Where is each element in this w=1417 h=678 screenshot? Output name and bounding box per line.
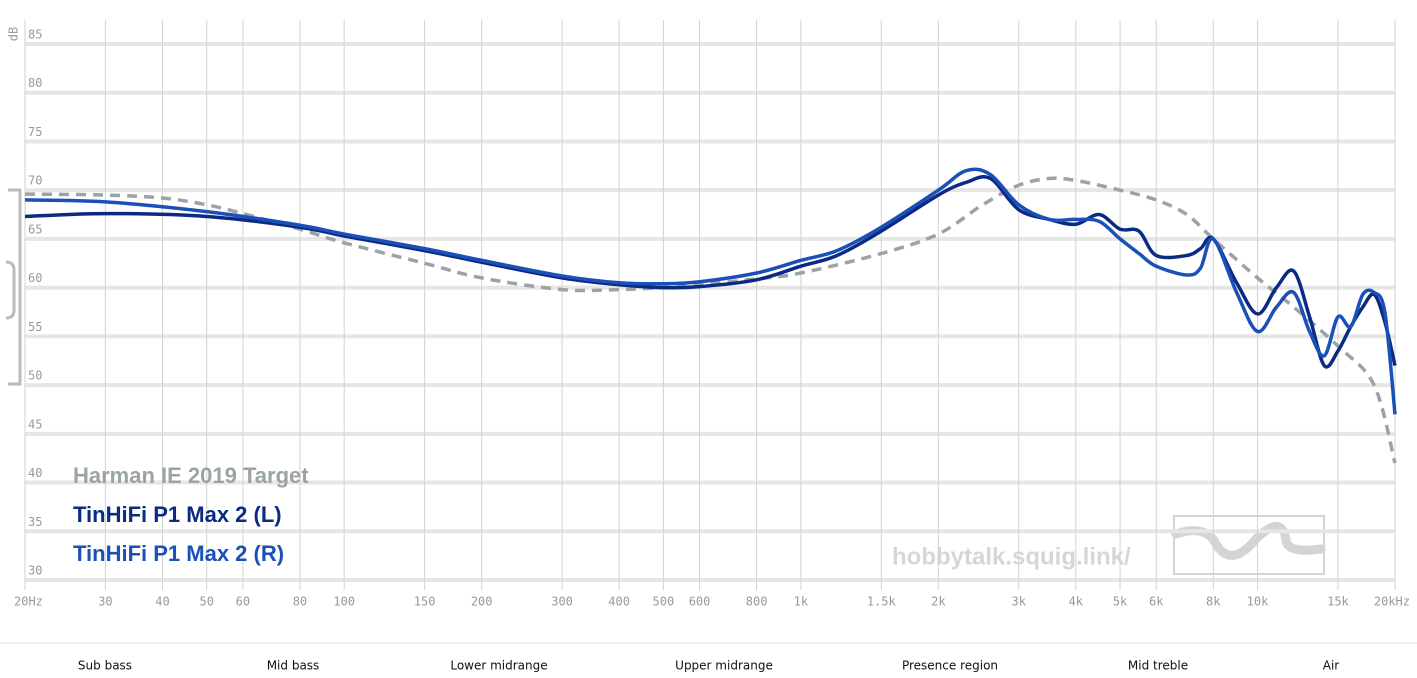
legend-entry: Harman IE 2019 Target: [73, 463, 309, 488]
x-tick-label: 100: [333, 595, 355, 609]
x-tick-label: 6k: [1149, 595, 1164, 609]
series-line: [24, 175, 1397, 369]
x-tick-label: 3k: [1012, 595, 1027, 609]
band-label: Lower midrange: [450, 659, 547, 673]
y-axis-label: dB: [7, 27, 21, 41]
band-label: Mid treble: [1128, 659, 1188, 673]
band-label: Air: [1323, 659, 1340, 673]
x-tick-label: 80: [293, 595, 307, 609]
x-tick-label: 1k: [794, 595, 809, 609]
logo: [1171, 515, 1326, 575]
x-tick-label: 150: [414, 595, 436, 609]
x-tick-label: 300: [551, 595, 573, 609]
x-tick-label: 1.5k: [867, 595, 897, 609]
y-tick-label: 55: [28, 320, 42, 334]
x-tick-label: 15k: [1327, 595, 1349, 609]
scroll-handle[interactable]: [5, 188, 22, 386]
band-label: Upper midrange: [675, 659, 773, 673]
x-tick-label: 600: [689, 595, 711, 609]
x-tick-label: 5k: [1113, 595, 1128, 609]
y-tick-label: 85: [28, 28, 42, 42]
series-line: [24, 176, 1397, 464]
band-label: Presence region: [902, 659, 998, 673]
x-tick-label: 20kHz: [1374, 595, 1410, 609]
y-tick-label: 50: [28, 369, 42, 383]
band-label: Mid bass: [267, 659, 320, 673]
y-tick-label: 65: [28, 222, 42, 236]
y-tick-label: 80: [28, 76, 42, 90]
y-tick-label: 70: [28, 174, 42, 188]
watermark: hobbytalk.squig.link/: [892, 543, 1131, 570]
y-tick-label: 35: [28, 515, 42, 529]
x-tick-label: 2k: [931, 595, 946, 609]
x-tick-label: 200: [471, 595, 493, 609]
y-tick-label: 75: [28, 125, 42, 139]
x-tick-label: 20Hz: [14, 595, 43, 609]
x-tick-label: 400: [608, 595, 630, 609]
y-tick-label: 45: [28, 417, 42, 431]
x-tick-label: 800: [746, 595, 768, 609]
x-tick-label: 8k: [1206, 595, 1221, 609]
legend-entry: TinHiFi P1 Max 2 (R): [73, 541, 284, 566]
series-line: [24, 167, 1397, 415]
x-tick-label: 10k: [1247, 595, 1269, 609]
band-label: Sub bass: [78, 659, 132, 673]
x-tick-label: 4k: [1069, 595, 1084, 609]
y-tick-label: 60: [28, 271, 42, 285]
y-tick-label: 30: [28, 564, 42, 578]
x-tick-label: 30: [98, 595, 112, 609]
x-tick-label: 40: [155, 595, 169, 609]
y-tick-label: 40: [28, 466, 42, 480]
x-tick-label: 50: [199, 595, 213, 609]
x-tick-label: 60: [236, 595, 250, 609]
legend-entry: TinHiFi P1 Max 2 (L): [73, 502, 282, 527]
x-tick-label: 500: [653, 595, 675, 609]
